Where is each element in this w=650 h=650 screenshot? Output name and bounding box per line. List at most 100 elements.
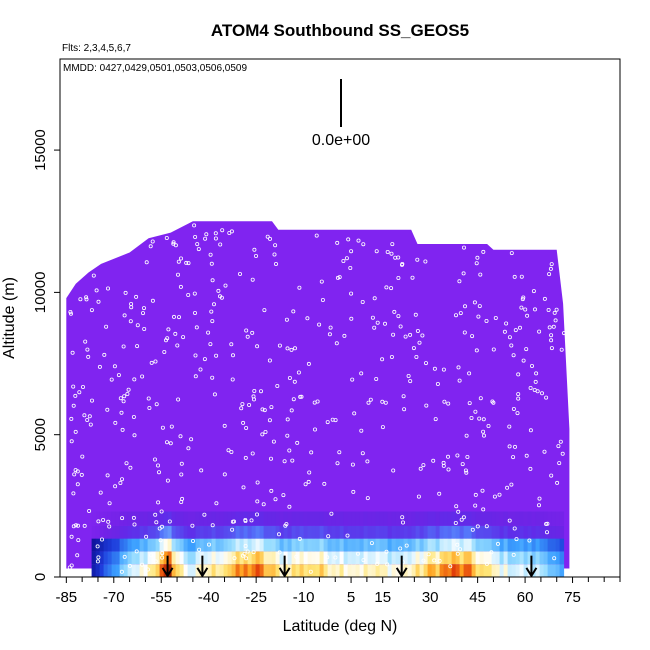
curtain-cell — [159, 511, 165, 526]
sample-point — [486, 423, 491, 428]
sample-point — [209, 261, 214, 266]
sample-point — [320, 297, 325, 302]
sample-point — [118, 396, 123, 401]
curtain-cell — [135, 511, 141, 526]
sample-point — [241, 485, 246, 490]
sample-point — [524, 347, 529, 352]
sample-point — [292, 379, 297, 384]
sample-point — [297, 285, 302, 290]
curtain-cell — [543, 511, 549, 526]
sample-point — [467, 371, 472, 376]
curtain-cell — [447, 564, 453, 577]
sample-point — [81, 384, 86, 389]
sample-point — [446, 401, 451, 406]
sample-point — [178, 256, 183, 261]
sample-point — [181, 335, 186, 340]
sample-point — [77, 390, 82, 395]
sample-point — [169, 424, 174, 429]
sample-point — [370, 315, 375, 320]
sample-point — [359, 371, 364, 376]
sample-point — [239, 406, 244, 411]
curtain-cell — [435, 525, 441, 539]
curtain-cell — [431, 564, 437, 577]
curtain-cell — [343, 538, 349, 552]
curtain-cell — [211, 564, 217, 577]
curtain-cell — [303, 551, 309, 565]
curtain-cell — [195, 511, 201, 526]
curtain-cell — [255, 551, 261, 565]
curtain-cell — [443, 538, 449, 552]
sample-point — [251, 397, 256, 402]
sample-point — [85, 417, 90, 422]
sample-point — [285, 433, 290, 438]
curtain-cell — [239, 564, 245, 577]
curtain-cell — [299, 551, 305, 565]
sample-point — [122, 313, 127, 318]
curtain-cell — [203, 525, 209, 539]
sample-point — [552, 556, 557, 561]
curtain-cell — [375, 525, 381, 539]
y-tick-label: 15000 — [32, 129, 49, 171]
curtain-cell — [339, 551, 345, 565]
sample-point — [192, 223, 197, 228]
curtain-cell — [147, 511, 153, 526]
sample-point — [226, 448, 231, 453]
sample-point — [252, 247, 257, 252]
curtain-cell — [191, 551, 197, 565]
curtain-cell — [215, 538, 221, 552]
curtain-cell — [395, 525, 401, 539]
curtain-cell — [139, 525, 145, 539]
curtain-cell — [323, 564, 329, 577]
curtain-cell — [375, 564, 381, 577]
sample-point — [446, 467, 451, 472]
curtain-cell — [479, 525, 485, 539]
curtain-cell — [335, 525, 341, 539]
curtain-cell — [491, 511, 497, 526]
curtain-cell — [203, 551, 209, 565]
sample-point — [131, 414, 136, 419]
sample-point — [385, 562, 390, 567]
curtain-cell — [463, 551, 469, 565]
sample-point — [476, 314, 481, 319]
curtain-cell — [183, 525, 189, 539]
curtain-cell — [523, 511, 529, 526]
sample-point — [484, 561, 489, 566]
curtain-cell — [111, 538, 117, 552]
sample-point — [89, 308, 94, 313]
sample-point — [513, 328, 518, 333]
curtain-cell — [255, 511, 261, 526]
sample-point — [380, 357, 385, 362]
curtain-cell — [187, 551, 193, 565]
x-tick-label: -25 — [245, 589, 267, 606]
sample-point — [216, 288, 221, 293]
curtain-cell — [439, 564, 445, 577]
curtain-cell — [531, 511, 537, 526]
curtain-cell — [131, 525, 137, 539]
curtain-cell — [295, 511, 301, 526]
curtain-cell — [115, 564, 121, 577]
curtain-cell — [327, 525, 333, 539]
sample-point — [545, 530, 550, 535]
sample-point — [178, 434, 183, 439]
sample-point — [365, 496, 370, 501]
sample-point — [71, 524, 76, 529]
curtain-cell — [275, 538, 281, 552]
sample-point — [165, 478, 170, 483]
sample-point — [199, 468, 204, 473]
curtain-cell — [155, 525, 161, 539]
curtain-cell — [263, 551, 269, 565]
sample-point — [420, 333, 425, 338]
curtain-cell — [487, 538, 493, 552]
sample-point — [142, 326, 147, 331]
curtain-cell — [403, 538, 409, 552]
curtain-cell — [359, 511, 365, 526]
sample-point — [267, 418, 272, 423]
sample-point — [456, 365, 461, 370]
sample-point — [153, 559, 158, 564]
sample-point — [135, 344, 140, 349]
curtain-cell — [423, 511, 429, 526]
curtain-cell — [147, 551, 153, 565]
profile-arrow-head — [278, 567, 291, 577]
sample-point — [214, 501, 219, 506]
sample-point — [208, 342, 213, 347]
